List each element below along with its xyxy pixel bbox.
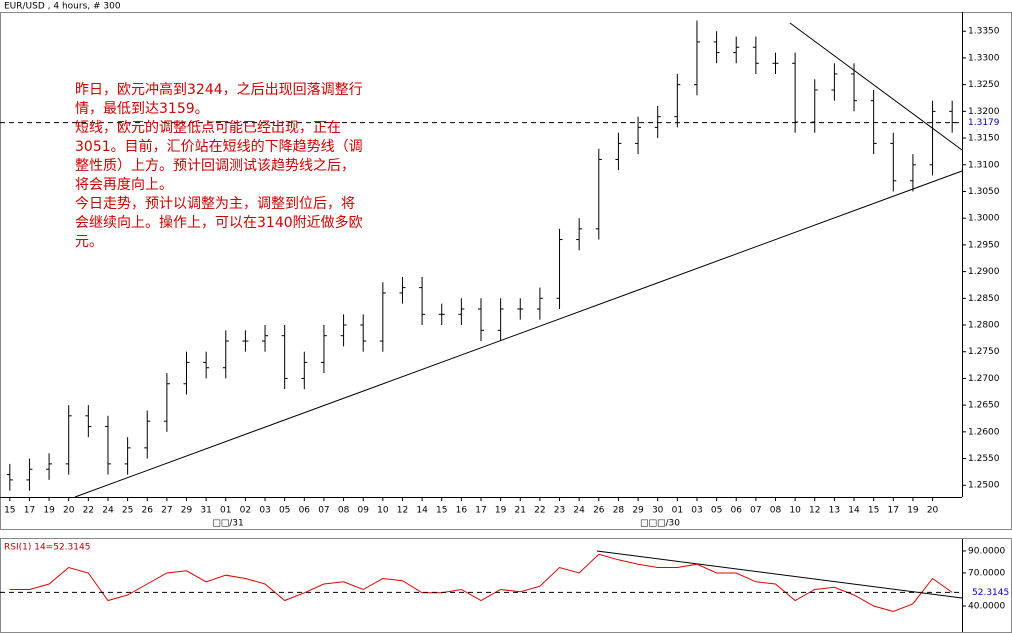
x-tick-label: 15 <box>436 506 447 516</box>
annotation: 短线，欧元的调整低点可能已经出现，正在 <box>75 120 341 136</box>
x-tick-label: 15 <box>868 506 879 516</box>
y-tick-label: 1.2850 <box>968 294 1000 304</box>
x-tick-label: 26 <box>593 506 605 516</box>
x-tick-label: 19 <box>43 506 55 516</box>
y-tick-label: 1.2600 <box>968 427 1000 437</box>
x-tick-label: 27 <box>161 506 172 516</box>
y-tick-label: 1.2900 <box>968 267 1000 277</box>
annotation: 3051。目前，汇价站在短线的下降趋势线（调 <box>75 138 363 155</box>
rsi-line <box>9 553 953 613</box>
x-sublabel: □□□/30 <box>640 519 680 529</box>
rsi-trend-line <box>596 550 963 599</box>
y-tick-label: 1.3300 <box>968 53 1000 63</box>
x-tick-label: 06 <box>730 506 742 516</box>
annotation: 情，最低到达3159。 <box>75 101 209 117</box>
x-tick-label: 02 <box>240 506 251 516</box>
x-tick-label: 17 <box>24 506 35 516</box>
x-tick-label: 01 <box>220 506 231 516</box>
x-tick-label: 05 <box>279 506 290 516</box>
x-tick-label: 14 <box>848 506 860 516</box>
x-tick-label: 12 <box>397 506 408 516</box>
trend-line <box>74 170 963 498</box>
y-tick-label: 70.0000 <box>968 568 1005 578</box>
y-tick-label: 40.0000 <box>968 601 1005 611</box>
x-tick-label: 24 <box>102 506 114 516</box>
annotation: 会继续向上。操作上，可以在3140附近做多欧 <box>75 214 363 231</box>
x-tick-label: 20 <box>927 506 939 516</box>
x-tick-label: 19 <box>495 506 507 516</box>
x-tick-label: 12 <box>809 506 820 516</box>
x-tick-label: 14 <box>416 506 428 516</box>
x-tick-label: 30 <box>652 506 664 516</box>
main-panel <box>0 12 1012 530</box>
annotation: 昨日，欧元冲高到3244，之后出现回落调整行 <box>75 81 363 98</box>
x-tick-label: 03 <box>259 506 270 516</box>
x-tick-label: 13 <box>829 506 840 516</box>
x-tick-label: 05 <box>711 506 722 516</box>
y-tick-label: 1.3200 <box>968 107 1000 117</box>
x-tick-label: 29 <box>632 506 644 516</box>
y-tick-label: 1.2650 <box>968 401 1000 411</box>
y-tick-label: 1.2700 <box>968 374 1000 384</box>
annotation: 元。 <box>75 234 103 250</box>
x-tick-label: 23 <box>554 506 565 516</box>
y-tick-label: 1.3000 <box>968 214 1000 224</box>
x-tick-label: 08 <box>338 506 350 516</box>
y-tick-label: 1.3100 <box>968 160 1000 170</box>
x-tick-label: 03 <box>691 506 702 516</box>
x-tick-label: 10 <box>377 506 389 516</box>
x-tick-label: 25 <box>122 506 133 516</box>
y-tick-label: 1.2950 <box>968 240 1000 250</box>
x-tick-label: 01 <box>672 506 683 516</box>
y-tick-label: 1.3250 <box>968 80 1000 90</box>
x-tick-label: 19 <box>907 506 919 516</box>
x-tick-label: 22 <box>83 506 94 516</box>
x-tick-label: 16 <box>456 506 468 516</box>
y-tick-label: 1.3050 <box>968 187 1000 197</box>
x-tick-label: 24 <box>573 506 585 516</box>
rsi-title: RSI(1) 14=52.3145 <box>4 543 90 553</box>
y-tick-label: 1.2550 <box>968 454 1000 464</box>
x-tick-label: 31 <box>200 506 211 516</box>
annotation: 今日走势，预计以调整为主，调整到位后，将 <box>75 196 355 212</box>
current-price-label: 1.3179 <box>968 118 1000 128</box>
x-tick-label: 10 <box>789 506 801 516</box>
y-tick-label: 1.2750 <box>968 347 1000 357</box>
x-tick-label: 08 <box>770 506 782 516</box>
x-tick-label: 07 <box>750 506 761 516</box>
x-tick-label: 15 <box>4 506 15 516</box>
current-rsi-label: 52.3145 <box>972 588 1009 598</box>
y-tick-label: 1.3150 <box>968 134 1000 144</box>
y-tick-label: 1.2800 <box>968 321 1000 331</box>
x-tick-label: 07 <box>318 506 329 516</box>
x-tick-label: 28 <box>613 506 625 516</box>
x-sublabel: □□/31 <box>212 519 244 529</box>
x-tick-label: 26 <box>142 506 154 516</box>
y-tick-label: 1.2500 <box>968 481 1000 491</box>
x-tick-label: 29 <box>181 506 193 516</box>
trend-line <box>789 22 963 151</box>
x-tick-label: 17 <box>888 506 899 516</box>
x-tick-label: 17 <box>475 506 486 516</box>
y-tick-label: 90.0000 <box>968 546 1005 556</box>
x-tick-label: 09 <box>357 506 369 516</box>
x-tick-label: 06 <box>299 506 311 516</box>
chart-title: EUR/USD , 4 hours, # 300 <box>4 2 121 12</box>
y-tick-label: 1.3350 <box>968 27 1000 37</box>
annotation: 将会再度向上。 <box>75 177 173 193</box>
rsi-panel <box>0 538 1012 633</box>
x-tick-label: 21 <box>515 506 526 516</box>
annotation: 整性质）上方。预计回调测试该趋势线之后， <box>75 158 355 174</box>
x-tick-label: 22 <box>534 506 545 516</box>
x-tick-label: 20 <box>63 506 75 516</box>
